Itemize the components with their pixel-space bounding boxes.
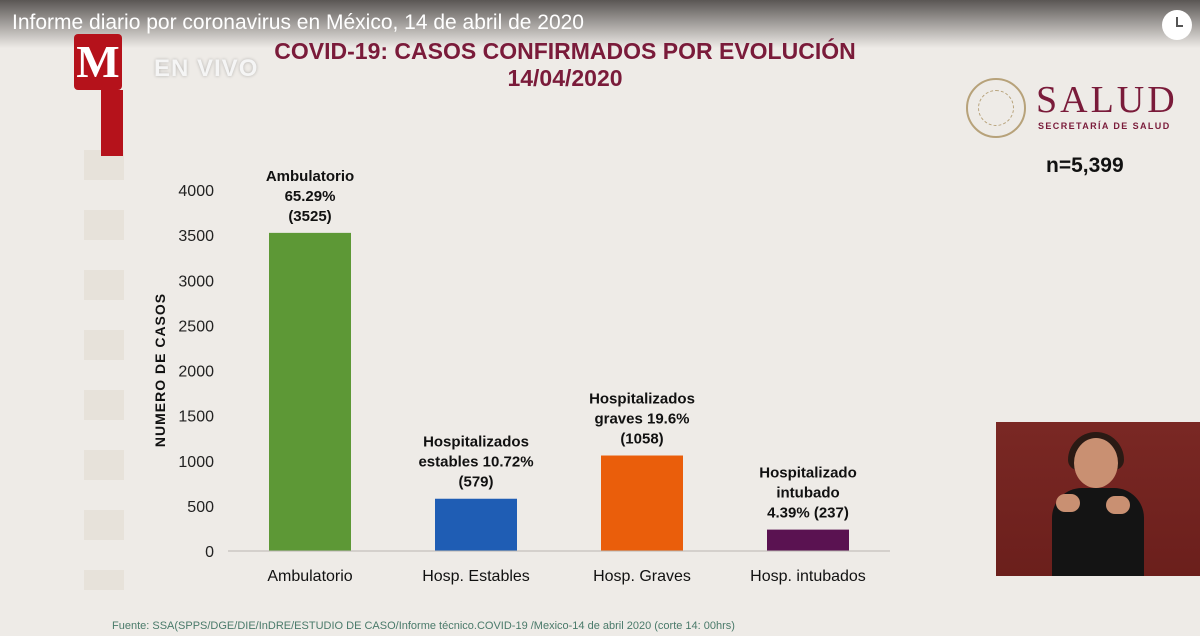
chart-subtitle: 14/04/2020 (507, 65, 623, 91)
y-tick-label: 2500 (178, 318, 214, 335)
sample-size: n=5,399 (1046, 154, 1124, 177)
bars (269, 232, 849, 551)
data-label: Ambulatorio 65.29% (3525) (266, 168, 354, 225)
y-tick-label: 0 (205, 544, 214, 561)
y-tick-label: 3500 (178, 228, 214, 245)
y-tick-label: 4000 (178, 183, 214, 200)
chart-title-block: COVID-19: CASOS CONFIRMADOS POR EVOLUCIÓ… (180, 38, 950, 92)
data-label: Hospitalizados estables 10.72% (579) (418, 434, 533, 491)
source-footnote: Fuente: SSA(SPPS/DGE/DIE/InDRE/ESTUDIO D… (112, 620, 735, 632)
data-label-line: Ambulatorio (266, 168, 354, 185)
y-tick-label: 1500 (178, 409, 214, 426)
sign-language-interpreter-video (996, 422, 1200, 576)
government-seal-icon (966, 78, 1026, 138)
data-label-line: Hospitalizado (759, 465, 857, 482)
data-label: Hospitalizado intubado 4.39% (237) (759, 465, 857, 522)
data-label-line: 4.39% (237) (767, 505, 849, 522)
y-axis: 0 500 1000 1500 2000 2500 3000 3500 4000 (178, 183, 214, 561)
chart-title: COVID-19: CASOS CONFIRMADOS POR EVOLUCIÓ… (274, 38, 856, 64)
data-label-line: intubado (776, 485, 839, 502)
bar (269, 232, 351, 551)
bar (601, 455, 683, 551)
data-label: Hospitalizados graves 19.6% (1058) (589, 391, 695, 448)
x-tick-label: Hosp. Graves (593, 568, 691, 585)
data-label-line: estables 10.72% (418, 454, 533, 471)
x-axis: Ambulatorio Hosp. Estables Hosp. Graves Hos… (228, 550, 890, 585)
live-label: EN VIVO (154, 55, 259, 82)
data-labels: Ambulatorio 65.29% (3525) Hospitalizados est… (266, 168, 857, 522)
data-label-line: Hospitalizados (589, 391, 695, 408)
background-decoration (84, 150, 124, 590)
x-tick-label: Ambulatorio (267, 568, 352, 585)
data-label-line: (1058) (620, 431, 663, 448)
bar (435, 498, 517, 551)
channel-logo-bar (101, 90, 123, 156)
data-label-line: 65.29% (285, 188, 336, 205)
salud-logo: SALUD (1036, 79, 1178, 121)
video-title[interactable]: Informe diario por coronavirus en México… (12, 11, 584, 34)
y-tick-label: 3000 (178, 273, 214, 290)
x-tick-label: Hosp. intubados (750, 568, 866, 585)
y-tick-label: 1000 (178, 454, 214, 471)
bar (767, 529, 849, 551)
video-title-bar: Informe diario por coronavirus en México… (0, 0, 1200, 48)
interpreter-hand (1106, 496, 1130, 514)
watch-later-clock-icon[interactable] (1162, 10, 1192, 40)
interpreter-hand (1056, 494, 1080, 512)
y-tick-label: 2000 (178, 364, 214, 381)
channel-logo: M (74, 34, 122, 90)
data-label-line: (579) (458, 474, 493, 491)
x-tick-label: Hosp. Estables (422, 568, 530, 585)
data-label-line: Hospitalizados (423, 434, 529, 451)
y-tick-label: 500 (187, 499, 214, 516)
interpreter-head (1074, 438, 1118, 488)
data-label-line: (3525) (288, 208, 331, 225)
data-label-line: graves 19.6% (594, 411, 689, 428)
salud-subtitle: SECRETARÍA DE SALUD (1038, 121, 1171, 131)
y-axis-label: NUMERO DE CASOS (152, 293, 168, 447)
